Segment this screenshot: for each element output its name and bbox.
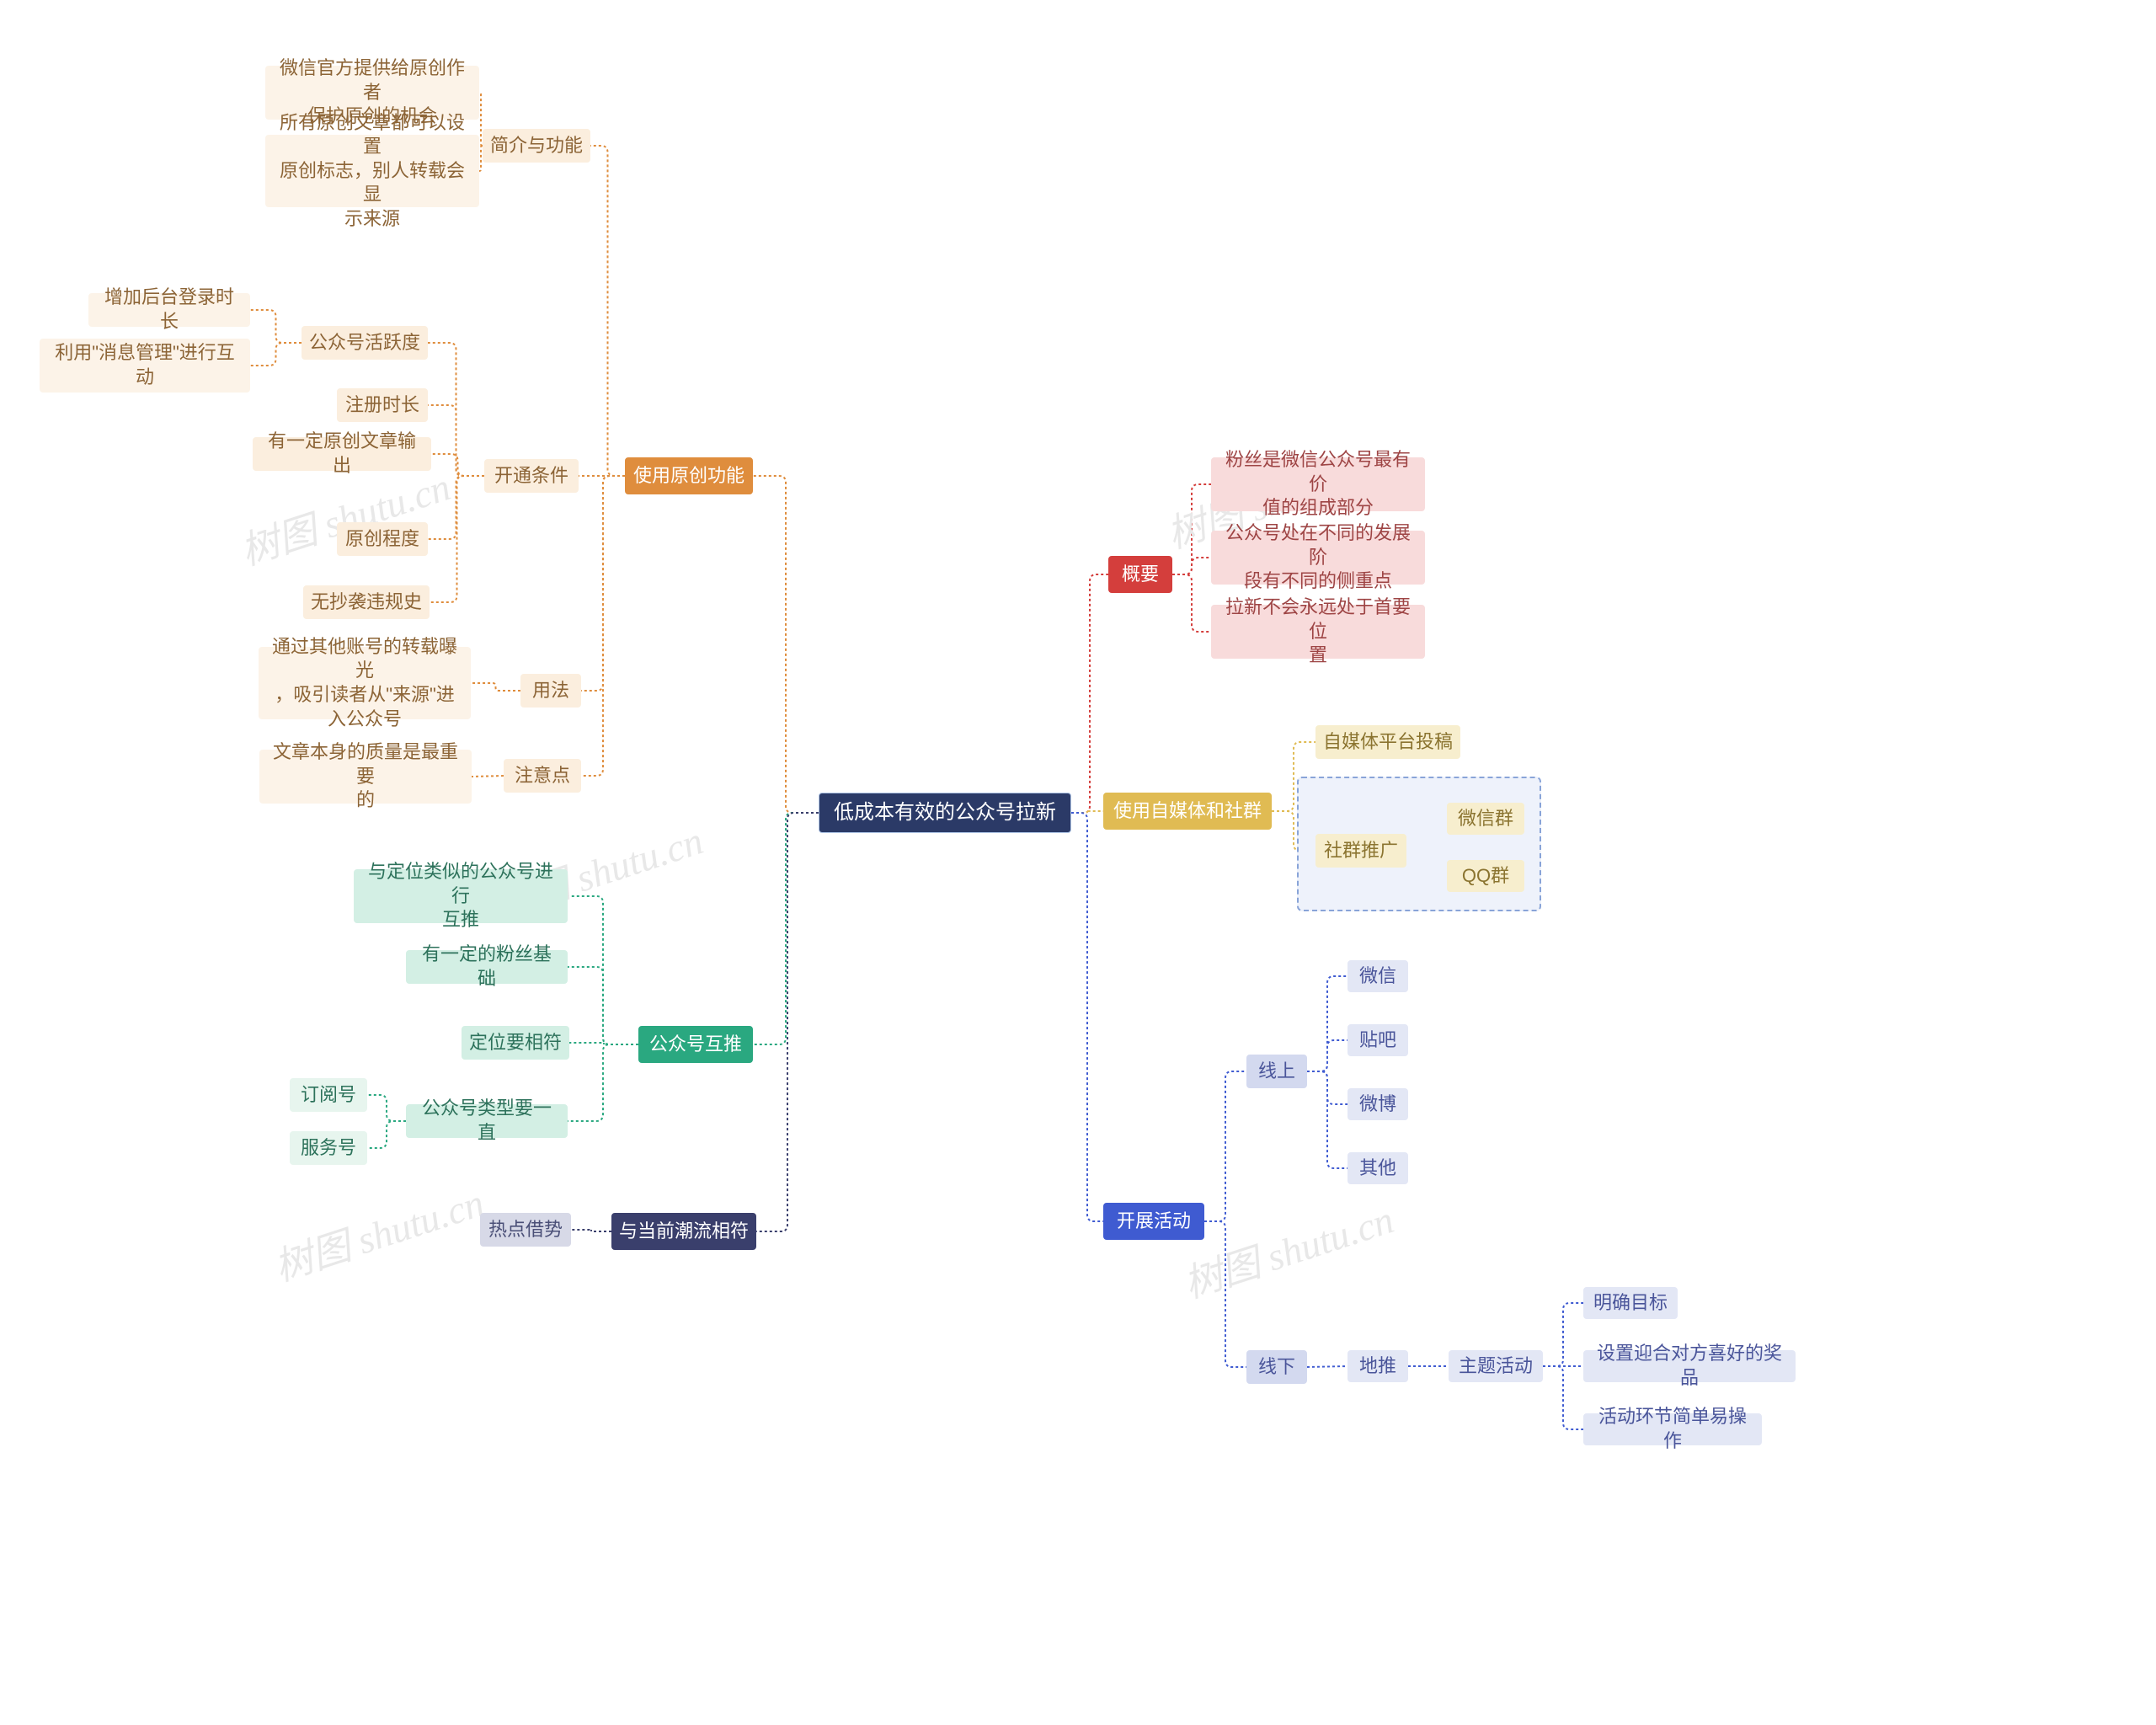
edge-tj_1-tj_1a	[250, 310, 302, 343]
mindmap-node-l1_chao: 与当前潮流相符	[611, 1213, 756, 1250]
mindmap-node-tj_1: 公众号活跃度	[302, 326, 428, 360]
mindmap-node-hd_z1: 明确目标	[1583, 1287, 1678, 1319]
mindmap-node-tj_1a: 增加后台登录时长	[88, 293, 250, 327]
edge-root-r1_gaiyao	[1071, 574, 1108, 813]
mindmap-node-l2_tiaojian: 开通条件	[484, 459, 579, 493]
mindmap-node-tj_5: 无抄袭违规史	[303, 585, 430, 619]
mindmap-node-hd_x1: 微信	[1348, 960, 1408, 992]
mindmap-node-ht_c: 定位要相符	[462, 1026, 569, 1060]
edge-root-l1_chao	[756, 813, 819, 1231]
edge-tj_1-tj_1b	[250, 343, 302, 366]
edge-ht_d-ht_d2	[367, 1121, 406, 1148]
edge-hd_zhuti-hd_z1	[1543, 1303, 1583, 1366]
mindmap-node-hd_xiax: 线下	[1246, 1350, 1307, 1384]
mindmap-node-r1_huodong: 开展活动	[1103, 1203, 1204, 1240]
edge-root-r1_zimei	[1071, 811, 1103, 813]
edge-l1_hutui-ht_d	[568, 1044, 638, 1121]
mindmap-node-zm_b1: 微信群	[1447, 803, 1524, 835]
mindmap-node-ht_b: 有一定的粉丝基础	[406, 950, 568, 984]
edge-r1_gaiyao-gy_a	[1172, 484, 1211, 574]
mindmap-node-hd_x4: 其他	[1348, 1152, 1408, 1184]
watermark: 树图 shutu.cn	[266, 1172, 490, 1293]
edge-l1_yuanchuang-l2_jianjie	[590, 146, 625, 476]
edge-hd_zhuti-hd_z3	[1543, 1366, 1583, 1429]
mindmap-node-tj_1b: 利用"消息管理"进行互 动	[40, 339, 250, 393]
edge-layer	[0, 0, 2156, 1725]
mindmap-node-l1_hutui: 公众号互推	[638, 1026, 753, 1063]
mindmap-node-l2_zhuyi: 注意点	[504, 759, 581, 793]
watermark: 树图 shutu.cn	[1176, 1189, 1400, 1310]
edge-l1_yuanchuang-l2_yongfa	[581, 476, 625, 691]
mindmap-node-zm_b: 社群推广	[1315, 834, 1406, 868]
mindmap-node-hd_xian: 线上	[1246, 1055, 1307, 1088]
edge-l2_tiaojian-tj_3	[431, 454, 484, 476]
edge-root-r1_huodong	[1071, 813, 1103, 1221]
edge-hd_xian-hd_x3	[1307, 1071, 1348, 1104]
mindmap-node-gy_a: 粉丝是微信公众号最有价 值的组成部分	[1211, 457, 1425, 511]
mindmap-node-l2_yongfa: 用法	[520, 674, 581, 708]
edge-r1_huodong-hd_xian	[1204, 1071, 1246, 1221]
mindmap-node-ht_d1: 订阅号	[290, 1078, 367, 1112]
mindmap-node-jj_b: 所有原创文章都可以设置 原创标志，别人转载会显 示来源	[265, 135, 479, 207]
mindmap-node-l2_jianjie: 简介与功能	[483, 129, 590, 163]
edge-r1_gaiyao-gy_c	[1172, 574, 1211, 632]
mindmap-node-hd_z3: 活动环节简单易操作	[1583, 1413, 1762, 1445]
edge-l1_hutui-ht_b	[568, 967, 638, 1044]
edge-root-l1_hutui	[753, 813, 819, 1044]
mindmap-node-zm_b2: QQ群	[1447, 860, 1524, 892]
mindmap-node-hd_ditui: 地推	[1348, 1350, 1408, 1382]
edge-hd_xian-hd_x4	[1307, 1071, 1348, 1168]
edge-hd_xian-hd_x1	[1307, 976, 1348, 1071]
mindmap-node-r1_gaiyao: 概要	[1108, 556, 1172, 593]
edge-l2_tiaojian-tj_5	[430, 476, 484, 602]
mindmap-node-gy_c: 拉新不会永远处于首要位 置	[1211, 605, 1425, 659]
mindmap-node-hd_zhuti: 主题活动	[1449, 1350, 1543, 1382]
mindmap-node-gy_b: 公众号处在不同的发展阶 段有不同的侧重点	[1211, 531, 1425, 585]
edge-l1_hutui-ht_a	[568, 896, 638, 1044]
edge-hd_xiax-hd_ditui	[1307, 1366, 1348, 1367]
edge-l1_chao-chao_a	[571, 1230, 611, 1231]
mindmap-node-tj_4: 原创程度	[337, 522, 428, 556]
edge-root-l1_yuanchuang	[753, 476, 819, 813]
mindmap-node-chao_a: 热点借势	[480, 1213, 571, 1247]
mindmap-node-zy_a: 文章本身的质量是最重要 的	[259, 750, 472, 804]
edge-l1_yuanchuang-l2_zhuyi	[581, 476, 625, 776]
mindmap-node-ht_d: 公众号类型要一直	[406, 1104, 568, 1138]
mindmap-node-l1_yuanchuang: 使用原创功能	[625, 457, 753, 494]
mindmap-node-ht_d2: 服务号	[290, 1131, 367, 1165]
mindmap-node-hd_x3: 微博	[1348, 1088, 1408, 1120]
mindmap-node-yf_a: 通过其他账号的转载曝光 ，吸引读者从"来源"进 入公众号	[259, 647, 471, 719]
edge-ht_d-ht_d1	[367, 1095, 406, 1121]
edge-l2_tiaojian-tj_2	[428, 405, 484, 476]
edge-r1_huodong-hd_xiax	[1204, 1221, 1246, 1367]
edge-l2_yongfa-yf_a	[471, 683, 520, 691]
edge-r1_gaiyao-gy_b	[1172, 558, 1211, 574]
mindmap-node-hd_z2: 设置迎合对方喜好的奖品	[1583, 1350, 1796, 1382]
edge-l1_hutui-ht_c	[569, 1043, 638, 1044]
edge-l2_tiaojian-tj_4	[428, 476, 484, 539]
mindmap-node-r1_zimei: 使用自媒体和社群	[1103, 793, 1272, 830]
edge-hd_xian-hd_x2	[1307, 1040, 1348, 1071]
mindmap-node-tj_3: 有一定原创文章输出	[253, 437, 431, 471]
edge-l2_tiaojian-tj_1	[428, 343, 484, 476]
mindmap-node-root: 低成本有效的公众号拉新	[819, 793, 1071, 833]
mindmap-node-zm_a: 自媒体平台投稿	[1315, 725, 1460, 759]
mindmap-node-ht_a: 与定位类似的公众号进行 互推	[354, 869, 568, 923]
mindmap-node-hd_x2: 贴吧	[1348, 1024, 1408, 1056]
edge-l2_zhuyi-zy_a	[472, 776, 504, 777]
mindmap-node-tj_2: 注册时长	[337, 388, 428, 422]
